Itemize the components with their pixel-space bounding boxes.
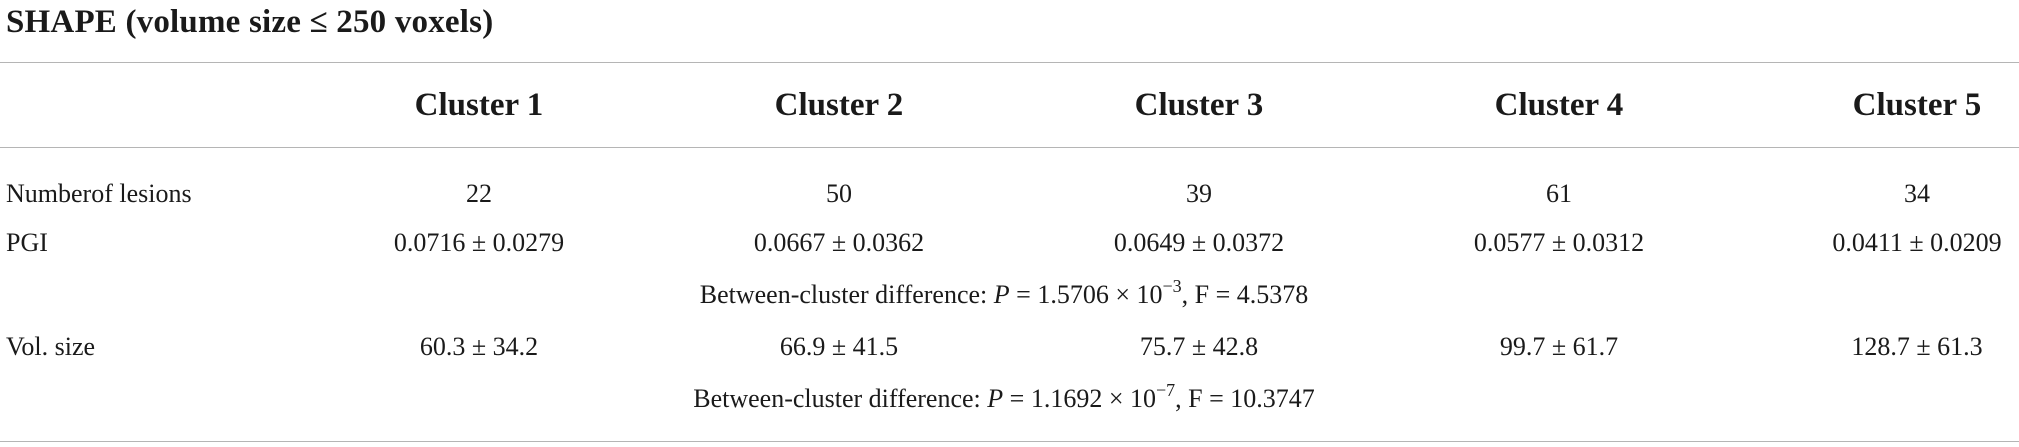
pgi-between-cluster-note: Between-cluster difference: P = 1.5706 ×… — [699, 276, 1309, 309]
row-label-number-of-lesions: Numberof lesions — [6, 179, 192, 208]
table-cell: 0.0577 ± 0.0312 — [1473, 228, 1645, 257]
table-cell: 75.7 ± 42.8 — [1139, 332, 1259, 361]
rule-header — [0, 147, 2019, 148]
table-cell: 0.0411 ± 0.0209 — [1832, 228, 2002, 257]
row-label-pgi: PGI — [6, 228, 48, 257]
table-cell: 66.9 ± 41.5 — [779, 332, 899, 361]
column-header-cluster-1: Cluster 1 — [414, 87, 544, 123]
column-header-cluster-3: Cluster 3 — [1134, 87, 1264, 123]
table-cell: 0.0667 ± 0.0362 — [753, 228, 925, 257]
column-header-cluster-4: Cluster 4 — [1494, 87, 1624, 123]
table-cell: 60.3 ± 34.2 — [419, 332, 539, 361]
table-cell: 34 — [1904, 179, 1930, 208]
row-label-vol-size: Vol. size — [6, 332, 96, 361]
table-cell: 61 — [1546, 179, 1572, 208]
table-cell: 0.0649 ± 0.0372 — [1113, 228, 1285, 257]
table-cell: 50 — [826, 179, 852, 208]
table-cell: 22 — [466, 179, 492, 208]
table-cell: 0.0716 ± 0.0279 — [393, 228, 565, 257]
column-header-cluster-2: Cluster 2 — [774, 87, 904, 123]
table-cell: 39 — [1186, 179, 1212, 208]
table-cell: 128.7 ± 61.3 — [1851, 332, 1983, 361]
rule-bottom — [0, 441, 2019, 442]
table-cell: 99.7 ± 61.7 — [1499, 332, 1619, 361]
column-header-cluster-5: Cluster 5 — [1852, 87, 1982, 123]
vol-between-cluster-note: Between-cluster difference: P = 1.1692 ×… — [693, 380, 1315, 413]
rule-top — [0, 62, 2019, 63]
table-title: SHAPE (volume size ≤ 250 voxels) — [6, 4, 494, 40]
